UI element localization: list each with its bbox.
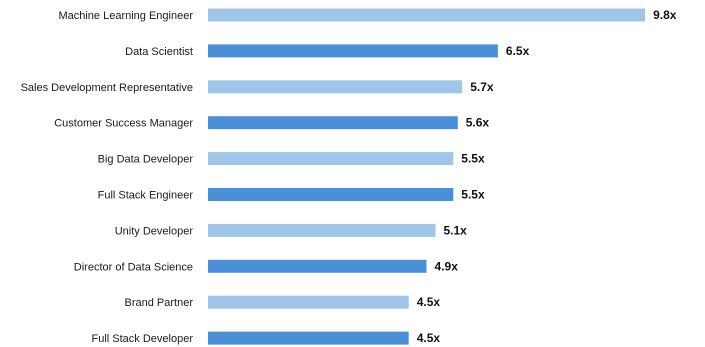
value-label: 6.5x — [506, 44, 530, 58]
category-label: Brand Partner — [125, 297, 194, 309]
category-label: Data Scientist — [125, 46, 193, 58]
value-label: 5.7x — [470, 80, 494, 94]
value-label: 5.5x — [461, 188, 485, 202]
category-label: Customer Success Manager — [54, 118, 193, 130]
bar — [208, 331, 409, 345]
value-label: 9.8x — [653, 8, 677, 22]
category-label: Machine Learning Engineer — [58, 10, 193, 22]
bar — [208, 295, 409, 309]
category-label: Director of Data Science — [74, 261, 193, 273]
bar — [208, 188, 454, 201]
value-label: 4.9x — [435, 259, 459, 273]
bar — [208, 44, 498, 58]
value-label: 4.5x — [417, 331, 441, 345]
value-label: 4.5x — [417, 295, 441, 309]
bar — [208, 8, 646, 22]
category-label: Unity Developer — [115, 225, 194, 237]
category-label: Sales Development Representative — [21, 82, 193, 94]
value-label: 5.6x — [466, 116, 490, 130]
value-label: 5.5x — [461, 152, 485, 166]
value-label: 5.1x — [443, 223, 467, 237]
category-label: Full Stack Developer — [92, 333, 194, 345]
bar — [208, 152, 454, 166]
bar — [208, 80, 463, 94]
category-label: Big Data Developer — [98, 154, 194, 166]
category-label: Full Stack Engineer — [98, 190, 194, 202]
bar — [208, 116, 458, 130]
bar — [208, 223, 436, 237]
bar — [208, 259, 427, 273]
